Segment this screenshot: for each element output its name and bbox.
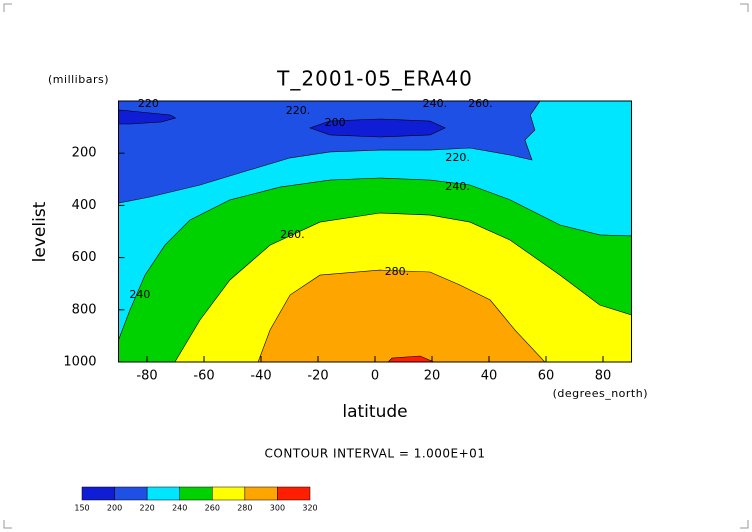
y-unit: (millibars)	[48, 73, 109, 86]
x-tick-label: 0	[371, 369, 379, 384]
colorbar-label: 300	[270, 504, 285, 513]
corner-marks	[3, 3, 749, 529]
colorbar-box	[277, 486, 311, 501]
contour-region	[118, 109, 177, 125]
colorbar-box	[114, 486, 148, 501]
contour-label: 220.	[445, 151, 470, 164]
colorbar-box	[146, 486, 180, 501]
x-tick-label: 40	[481, 369, 498, 384]
filled-contours	[118, 101, 632, 362]
colorbar-label: 150	[74, 504, 89, 513]
contour-label: 260.	[468, 97, 493, 110]
x-tick-label: 20	[424, 369, 441, 384]
contour-label: 240.	[445, 180, 470, 193]
colorbar-label: 240	[172, 504, 187, 513]
colorbar-box	[244, 486, 278, 501]
x-tick-label: 60	[538, 369, 555, 384]
y-tick-label: 1000	[63, 355, 96, 370]
contour-label: 200	[325, 116, 346, 129]
colorbar-label: 260	[205, 504, 220, 513]
colorbar-label: 280	[237, 504, 252, 513]
contour-label: 260.	[280, 228, 305, 241]
y-tick-label: 400	[72, 198, 97, 213]
colorbar-label: 200	[107, 504, 122, 513]
colorbar-box	[179, 486, 213, 501]
y-tick-label: 600	[72, 250, 97, 265]
colorbar-label: 220	[140, 504, 155, 513]
y-tick-label: 800	[72, 302, 97, 317]
contour-label: 220	[138, 97, 159, 110]
colorbar-box	[212, 486, 246, 501]
y-axis-label: levelist	[30, 201, 50, 262]
x-tick-label: 80	[595, 369, 612, 384]
x-tick-label: -60	[193, 369, 214, 384]
x-axis-label: latitude	[342, 402, 407, 422]
chart-title: T_2001-05_ERA40	[276, 67, 473, 91]
x-tick-label: -40	[250, 369, 271, 384]
contour-region	[387, 355, 435, 362]
x-tick-label: -20	[307, 369, 328, 384]
colorbar-box	[81, 486, 115, 501]
x-unit: (degrees_north)	[553, 387, 648, 400]
colorbar: 150 200 220 240 260 280 300 320	[74, 486, 318, 513]
contour-label: 220.	[286, 104, 311, 117]
contour-region	[257, 269, 546, 362]
contour-region	[309, 118, 446, 138]
contour-interval-note: CONTOUR INTERVAL = 1.000E+01	[265, 447, 486, 461]
contour-label: 280.	[385, 265, 410, 278]
contour-label: 240	[129, 288, 150, 301]
contour-label: 240.	[423, 97, 448, 110]
x-tick-label: -80	[136, 369, 157, 384]
y-tick-label: 200	[72, 146, 97, 161]
colorbar-label: 320	[302, 504, 317, 513]
